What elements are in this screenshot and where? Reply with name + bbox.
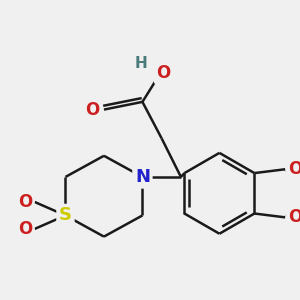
Text: O: O — [157, 64, 171, 82]
Text: H: H — [134, 56, 147, 71]
Text: S: S — [59, 206, 72, 224]
Text: N: N — [135, 168, 150, 186]
Text: O: O — [18, 220, 32, 238]
Text: O: O — [85, 100, 100, 118]
Text: O: O — [288, 208, 300, 226]
Text: O: O — [18, 193, 32, 211]
Text: O: O — [288, 160, 300, 178]
